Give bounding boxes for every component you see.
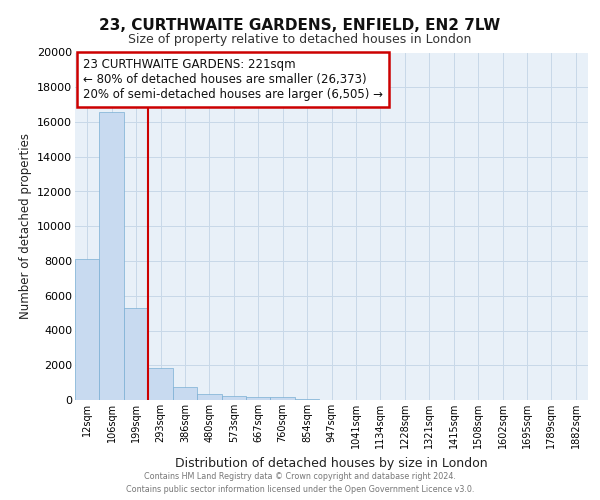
Bar	[173, 387, 197, 400]
Bar	[148, 368, 173, 400]
X-axis label: Distribution of detached houses by size in London: Distribution of detached houses by size …	[175, 456, 488, 469]
Bar	[75, 260, 100, 400]
Bar	[246, 398, 271, 400]
Bar	[295, 399, 319, 400]
Text: Size of property relative to detached houses in London: Size of property relative to detached ho…	[128, 32, 472, 46]
Bar	[197, 394, 221, 400]
Text: 23, CURTHWAITE GARDENS, ENFIELD, EN2 7LW: 23, CURTHWAITE GARDENS, ENFIELD, EN2 7LW	[100, 18, 500, 32]
Bar	[124, 308, 148, 400]
Text: Contains HM Land Registry data © Crown copyright and database right 2024.
Contai: Contains HM Land Registry data © Crown c…	[126, 472, 474, 494]
Text: 23 CURTHWAITE GARDENS: 221sqm
← 80% of detached houses are smaller (26,373)
20% : 23 CURTHWAITE GARDENS: 221sqm ← 80% of d…	[83, 58, 383, 100]
Bar	[100, 112, 124, 400]
Bar	[221, 396, 246, 400]
Y-axis label: Number of detached properties: Number of detached properties	[19, 133, 32, 320]
Bar	[271, 397, 295, 400]
